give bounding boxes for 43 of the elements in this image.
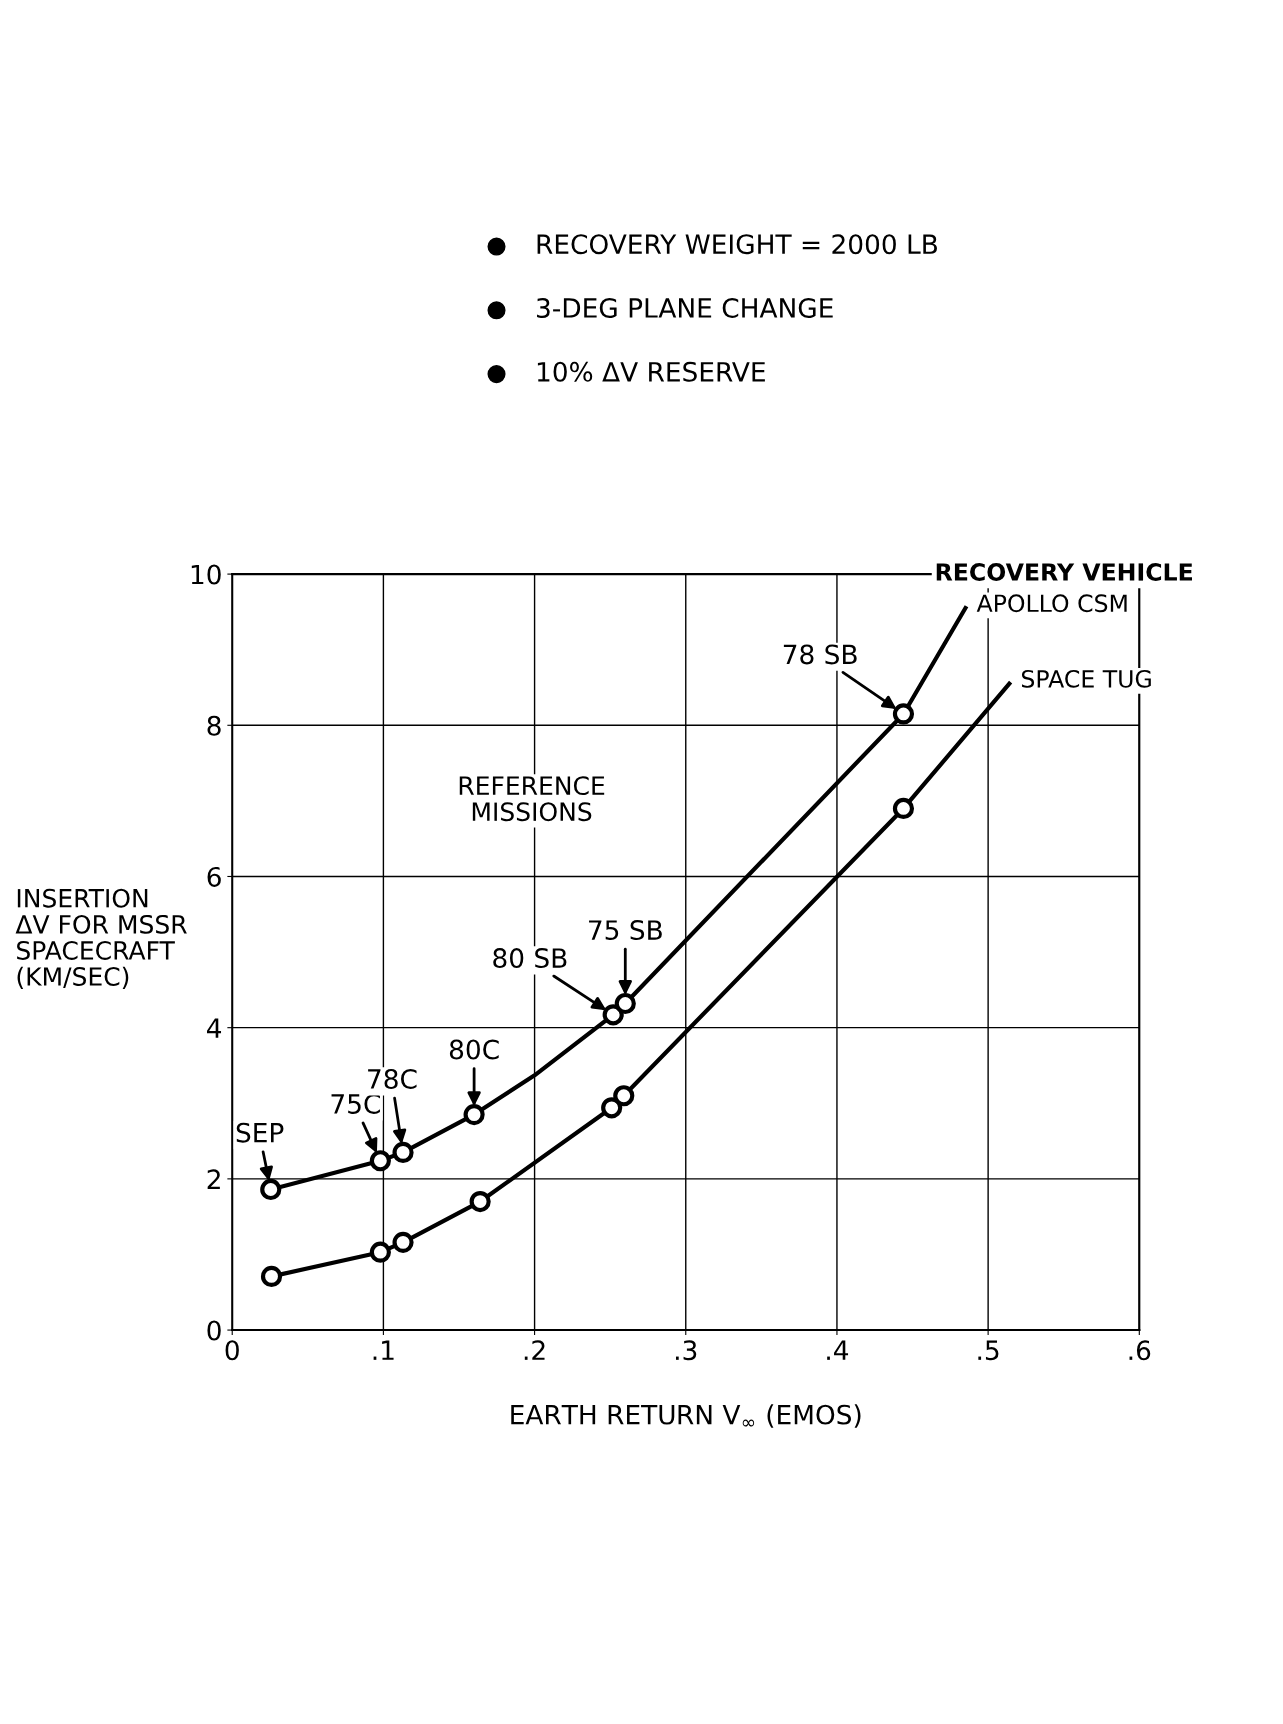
x-tick-label: .4 <box>827 1340 849 1360</box>
point <box>601 1097 623 1119</box>
point <box>892 797 915 820</box>
point <box>369 1241 391 1263</box>
x-tick-label: .1 <box>373 1340 394 1360</box>
x-axis-title: EARTH RETURN V$_{∞}$ (EMOS) <box>511 1404 861 1428</box>
y-tick-label: 2 <box>207 1169 220 1189</box>
annotation: 80C <box>449 1039 499 1060</box>
point <box>260 1178 282 1201</box>
point <box>892 703 915 725</box>
annotation: 75C <box>331 1093 380 1114</box>
text: 3-DEG PLANE CHANGE <box>537 298 833 318</box>
point <box>613 1085 635 1107</box>
series-label: APOLLO CSM <box>976 594 1127 613</box>
annotation: 78 SB <box>783 644 857 665</box>
x-tick-label: .3 <box>676 1340 697 1361</box>
point <box>614 992 636 1015</box>
text: RECOVERY WEIGHT = 2000 LB <box>537 234 937 255</box>
x-tick-label: .5 <box>978 1340 999 1361</box>
y-tick-label: 8 <box>207 715 221 736</box>
point <box>260 1265 283 1287</box>
y-tick-label: 4 <box>207 1018 222 1038</box>
legend-title: RECOVERY VEHICLE <box>936 563 1192 581</box>
x-tick-label: .2 <box>524 1340 545 1360</box>
point <box>392 1141 414 1164</box>
point <box>602 1004 624 1026</box>
x-tick-label: .6 <box>1129 1340 1151 1361</box>
text: 10% ΔV RESERVE <box>537 361 765 382</box>
point <box>392 1231 414 1253</box>
point <box>469 1190 491 1213</box>
point <box>369 1150 391 1172</box>
annotation: 80 SB <box>493 948 567 969</box>
y-tick-label: 10 <box>191 564 221 585</box>
y-tick-label: 0 <box>207 1320 221 1341</box>
y-axis-title: INSERTION ΔV FOR MSSR SPACECRAFT (KM/SEC) <box>15 888 187 989</box>
annotation: 78C <box>368 1069 417 1089</box>
x-tick-label: 0 <box>225 1340 239 1361</box>
annotation: REFERENCE MISSIONS <box>459 776 605 822</box>
point <box>463 1104 485 1126</box>
annotation: 75 SB <box>589 920 662 941</box>
annotation: SEP <box>236 1122 284 1143</box>
series-label: SPACE TUG <box>1021 669 1151 688</box>
y-tick-label: 6 <box>207 866 221 887</box>
